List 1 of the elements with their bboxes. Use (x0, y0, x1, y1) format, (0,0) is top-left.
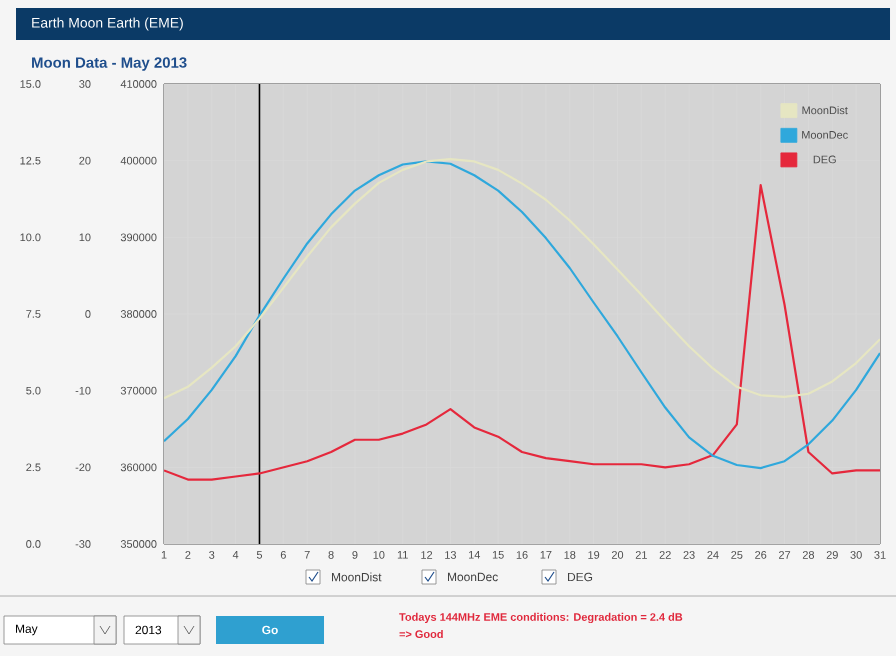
line-series (164, 158, 881, 400)
